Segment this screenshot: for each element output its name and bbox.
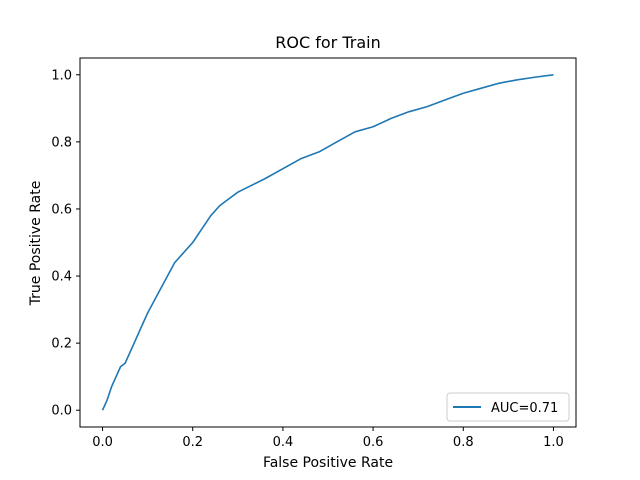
y-tick-label: 0.6	[51, 202, 72, 217]
y-tick-label: 0.2	[51, 337, 72, 352]
x-axis-label: False Positive Rate	[263, 455, 393, 471]
x-tick-label: 1.0	[543, 435, 564, 450]
legend-label: AUC=0.71	[491, 401, 558, 416]
x-axis-ticks: 0.0 0.2 0.4 0.6 0.8 1.0	[92, 427, 564, 450]
y-tick-label: 0.4	[51, 270, 72, 285]
y-tick-label: 1.0	[51, 68, 72, 83]
y-tick-label: 0.8	[51, 135, 72, 150]
y-axis-label: True Positive Rate	[28, 181, 44, 307]
series-layer	[101, 73, 554, 411]
x-tick-label: 0.0	[92, 435, 113, 450]
plot-area	[79, 57, 577, 428]
x-tick-label: 0.6	[363, 435, 384, 450]
y-tick-label: 0.0	[51, 404, 72, 419]
x-tick-label: 0.2	[182, 435, 203, 450]
legend-box	[446, 392, 570, 422]
x-tick-label: 0.4	[273, 435, 294, 450]
chart-title: ROC for Train	[275, 33, 380, 52]
legend: AUC=0.71	[446, 392, 570, 422]
roc-curve-line	[101, 73, 554, 411]
y-axis-ticks: 0.0 0.2 0.4 0.6 0.8 1.0	[51, 68, 80, 419]
x-tick-label: 0.8	[453, 435, 474, 450]
